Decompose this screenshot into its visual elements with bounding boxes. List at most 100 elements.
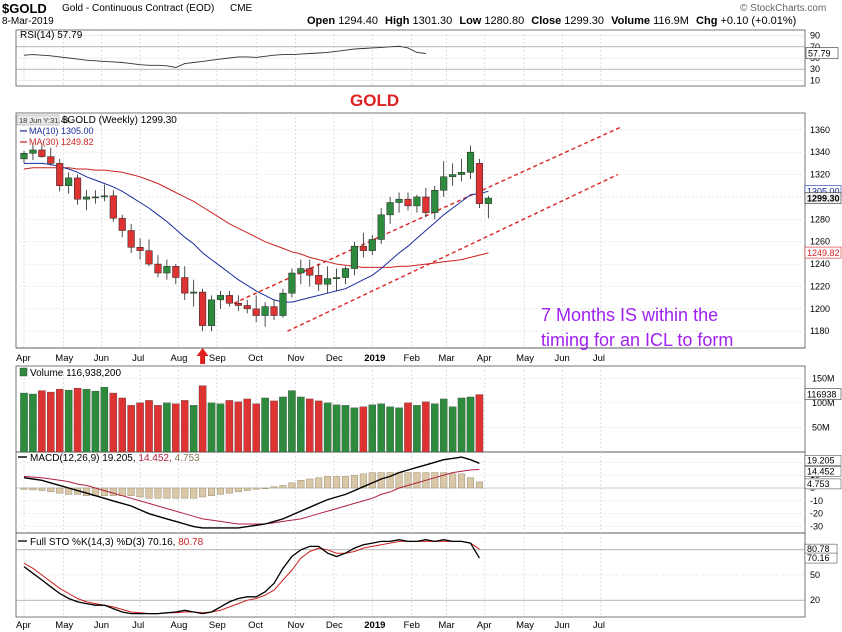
volume-bar (180, 400, 189, 453)
x-tick-label: Jul (593, 353, 605, 364)
price-y-tick: 1320 (810, 170, 830, 180)
volume-bar (377, 403, 385, 453)
volume-legend-swatch (19, 367, 28, 377)
price-legend: $GOLD (Weekly) 1299.30 (62, 115, 177, 126)
candle-body (127, 230, 135, 248)
x-tick-label: Oct (248, 620, 263, 631)
x-tick-label: Mar (438, 620, 454, 631)
volume-bar (127, 405, 135, 453)
close-label: Close (531, 15, 562, 27)
upper-channel-line (233, 125, 623, 304)
macd-histogram-bar (181, 487, 189, 499)
price-y-tick: 1240 (810, 259, 830, 269)
macd-histogram-bar (109, 487, 117, 496)
price-y-tick: 1360 (810, 125, 830, 135)
x-tick-label: May (516, 353, 534, 364)
candle-body (377, 214, 385, 240)
sto-d-line (23, 540, 480, 615)
volume-bar (145, 400, 153, 453)
volume-bar (395, 407, 403, 453)
open-value: 1294.40 (338, 15, 378, 27)
candle-body (82, 196, 91, 200)
volume-y-tick: 50M (812, 422, 830, 432)
candle-body (207, 299, 216, 326)
volume-bar (332, 404, 341, 453)
sto-k-line (23, 539, 480, 615)
candle-body (466, 151, 475, 173)
ma30-line (23, 167, 489, 268)
volume-bar (91, 390, 100, 453)
macd-last-value: 19.205 (807, 455, 835, 465)
candle-body (234, 302, 242, 306)
macd-y-tick: -10 (810, 496, 823, 506)
macd-signal-line (23, 468, 480, 525)
volume-bar (47, 391, 55, 453)
candle-body (118, 217, 126, 231)
rsi-y-tick: 30 (810, 64, 820, 74)
candle-body (333, 277, 341, 279)
x-tick-label: Oct (248, 353, 263, 364)
volume-bar (234, 401, 243, 453)
volume-bar (29, 393, 37, 453)
macd-histogram-bar (100, 487, 108, 496)
chart-date: 8-Mar-2019 (2, 16, 54, 27)
macd-histogram-bar (127, 487, 135, 496)
x-tick-label: Nov (287, 353, 304, 364)
low-value: 1280.80 (484, 15, 525, 27)
macd-histogram-bar (199, 487, 207, 498)
volume-bar (154, 405, 162, 453)
candle-body (216, 295, 225, 301)
rsi-line (23, 45, 426, 68)
crosshair-tag: 18 Jun Y:31.43 (19, 116, 69, 125)
volume-bar (198, 385, 207, 453)
candle-body (190, 291, 198, 294)
price-last-value: 1299.30 (807, 194, 840, 204)
candle-body (440, 176, 448, 191)
macd-line (23, 456, 480, 529)
macd-y-tick: -30 (810, 522, 823, 532)
x-tick-label: Feb (404, 353, 420, 364)
x-tick-label: May (516, 620, 534, 631)
candle-body (306, 268, 314, 276)
macd-histogram-bar (145, 487, 153, 499)
candle-body (172, 266, 180, 278)
candle-body (109, 195, 117, 219)
x-tick-label: Apr (16, 620, 31, 631)
volume-bar (109, 392, 118, 453)
macd-histogram-bar (324, 476, 332, 489)
candle-body (56, 163, 64, 186)
volume-bar (439, 398, 448, 453)
macd-last-value: 4.753 (807, 479, 830, 489)
rsi-y-tick: 10 (810, 75, 820, 85)
gridlines (23, 30, 602, 617)
macd-histogram-bar (190, 487, 198, 499)
rsi-y-tick: 70 (810, 42, 820, 52)
ma30-last-value: 1249.82 (807, 248, 840, 258)
candle-body (100, 195, 108, 198)
lower-channel-line (287, 173, 619, 332)
x-tick-label: Jun (554, 353, 569, 364)
volume-bar (386, 406, 394, 453)
volume-bar (431, 403, 439, 453)
volume-bar (136, 402, 144, 453)
price-y-tick: 1220 (810, 281, 830, 291)
x-tick-label: Aug (170, 620, 187, 631)
candle-body (359, 245, 367, 251)
ma10-last-value: 1305.00 (807, 186, 840, 196)
macd-legend-signal: 14.452, (138, 453, 174, 464)
x-tick-label: Apr (16, 353, 31, 364)
candle-body (163, 266, 171, 274)
volume-bar (341, 405, 350, 453)
candle-body (243, 305, 251, 310)
macd-histogram-bar (297, 480, 305, 489)
candle-body (252, 308, 260, 316)
volume-bar (38, 390, 46, 453)
volume-bar (20, 392, 28, 453)
macd-histogram-bar (449, 473, 457, 489)
macd-last-value: 14.452 (807, 466, 835, 476)
macd-histogram-bar (47, 487, 55, 493)
volume-bar (448, 406, 457, 453)
volume-value: 116.9M (653, 15, 689, 27)
volume-bar (297, 396, 305, 453)
